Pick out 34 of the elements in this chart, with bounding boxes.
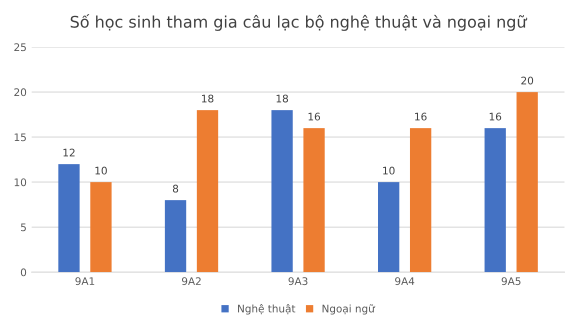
y-tick-label: 10 [14,178,26,186]
bar [303,128,325,272]
x-tick-label: 9A2 [182,277,201,286]
legend-label: Nghệ thuật [238,304,296,315]
data-label: 18 [276,94,288,102]
x-tick-label: 9A1 [75,277,94,286]
y-tick-label: 15 [14,133,26,142]
bar [484,128,506,272]
bar [58,164,80,272]
data-label: 20 [521,76,534,84]
x-tick-label: 9A4 [395,277,414,286]
data-label: 10 [383,166,395,175]
data-label: 12 [63,148,75,156]
data-label: 16 [490,112,502,121]
bar [410,128,432,272]
bar [90,182,112,272]
y-tick-label: 0 [20,268,26,276]
chart-title: Số học sinh tham gia câu lạc bộ nghệ thuật và ngoại ngữ [70,14,528,31]
legend-label: Ngoại ngữ [322,304,376,315]
bar [164,200,186,272]
x-tick-label: 9A3 [288,277,308,286]
bar [378,182,400,272]
data-label: 10 [95,166,107,175]
data-label: 16 [415,112,427,121]
bar [516,92,538,272]
y-tick-label: 20 [14,88,26,96]
y-tick-label: 5 [20,224,26,232]
data-label: 8 [172,184,178,193]
bar [271,110,293,272]
data-label: 16 [308,112,320,121]
bar [196,110,218,272]
y-tick-label: 25 [14,43,26,52]
data-label: 18 [202,94,214,102]
x-tick-label: 9A5 [502,277,520,286]
